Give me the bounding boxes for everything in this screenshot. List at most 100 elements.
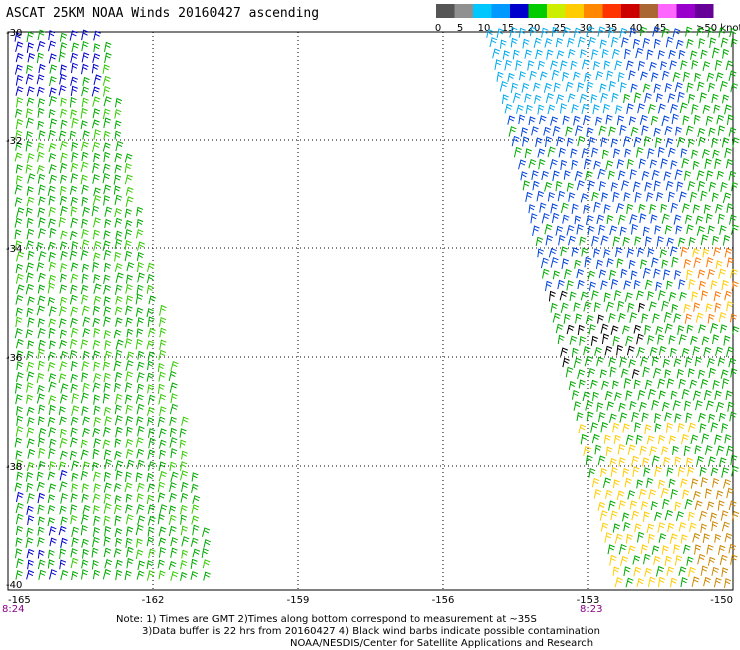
wind-barb (623, 377, 632, 389)
wind-barb (612, 336, 620, 346)
wind-barb (125, 295, 133, 305)
wind-barb (16, 471, 24, 481)
wind-barb (715, 72, 724, 82)
wind-barb (92, 569, 101, 580)
wind-barb (114, 450, 122, 460)
wind-barb (663, 171, 672, 181)
wind-barb (102, 361, 110, 371)
wind-barb (91, 547, 99, 558)
wind-barb (103, 426, 111, 437)
wind-barb (71, 141, 79, 152)
wind-barb (80, 161, 89, 173)
wind-barb (525, 104, 533, 114)
wind-barb (632, 555, 641, 565)
wind-barb (639, 26, 648, 37)
wind-barb (48, 373, 57, 383)
wind-barb (560, 347, 568, 357)
wind-barb (718, 312, 727, 323)
wind-barb (558, 234, 566, 246)
wind-barb (670, 489, 678, 500)
wind-barb (629, 401, 637, 411)
wind-barb (556, 50, 565, 60)
wind-barb (630, 126, 639, 137)
wind-barb (180, 461, 188, 471)
wind-barb (574, 170, 583, 181)
wind-barb (25, 537, 34, 549)
wind-barb (552, 270, 560, 280)
wind-barb (70, 76, 78, 86)
wind-barb (677, 91, 685, 103)
wind-barb (720, 369, 729, 379)
wind-barb (625, 577, 634, 588)
wind-barb (60, 230, 68, 240)
wind-barb (37, 142, 45, 152)
wind-barb (180, 525, 188, 536)
wind-barb (59, 42, 68, 53)
wind-barb (547, 104, 556, 115)
wind-barb (521, 82, 530, 93)
wind-barb (48, 195, 56, 206)
wind-barb (202, 527, 210, 537)
wind-barb (653, 268, 661, 279)
wind-barb (668, 147, 676, 158)
wind-barb (674, 82, 683, 93)
wind-barb (36, 393, 45, 404)
wind-barb (538, 158, 546, 170)
wind-barb (552, 312, 561, 323)
wind-barb (654, 412, 661, 424)
wind-barb (602, 103, 611, 114)
wind-barb (686, 82, 694, 93)
wind-barb (25, 207, 33, 217)
wind-barb (696, 455, 704, 466)
wind-barb (560, 302, 569, 314)
wind-barb (147, 394, 156, 405)
longitude-label: -156 (432, 595, 455, 606)
wind-barb (36, 86, 45, 97)
wind-barb (48, 318, 57, 328)
wind-barb (569, 335, 578, 345)
wind-barb (597, 501, 606, 512)
wind-barb (125, 305, 133, 316)
wind-barb (566, 182, 574, 192)
wind-barb (652, 367, 662, 379)
wind-barb (102, 64, 110, 74)
wind-barb (69, 338, 78, 349)
wind-barb (678, 279, 686, 290)
wind-barb (15, 459, 24, 470)
wind-barb (680, 478, 688, 488)
wind-barb (60, 119, 68, 130)
wind-barb (92, 174, 100, 184)
legend-swatch (658, 4, 677, 18)
wind-barb (633, 136, 642, 148)
wind-barb (686, 556, 694, 566)
wind-barb (618, 544, 627, 555)
wind-barb (532, 180, 540, 191)
wind-barb (103, 306, 112, 317)
wind-barb (37, 173, 46, 184)
wind-barb (26, 406, 35, 416)
wind-barb (697, 81, 705, 92)
wind-barb (60, 383, 69, 394)
wind-barb (598, 181, 606, 191)
wind-barb (47, 549, 55, 559)
wind-barb (126, 526, 134, 537)
wind-barb (158, 470, 167, 482)
wind-barb (591, 235, 599, 247)
wind-barb (693, 490, 701, 500)
wind-barb (180, 470, 189, 481)
wind-barb (169, 427, 177, 437)
wind-barb (571, 390, 580, 400)
wind-barb (549, 159, 558, 170)
wind-barb (729, 214, 737, 225)
wind-barb (710, 512, 718, 522)
wind-barb (587, 368, 596, 378)
wind-barb (27, 340, 35, 350)
wind-barb (669, 533, 678, 544)
wind-barb (658, 533, 667, 543)
wind-barb (586, 411, 594, 422)
wind-barb (125, 415, 134, 426)
wind-barb (102, 163, 111, 174)
wind-barb (115, 559, 123, 569)
wind-barb (114, 120, 122, 130)
wind-barb (610, 182, 618, 192)
